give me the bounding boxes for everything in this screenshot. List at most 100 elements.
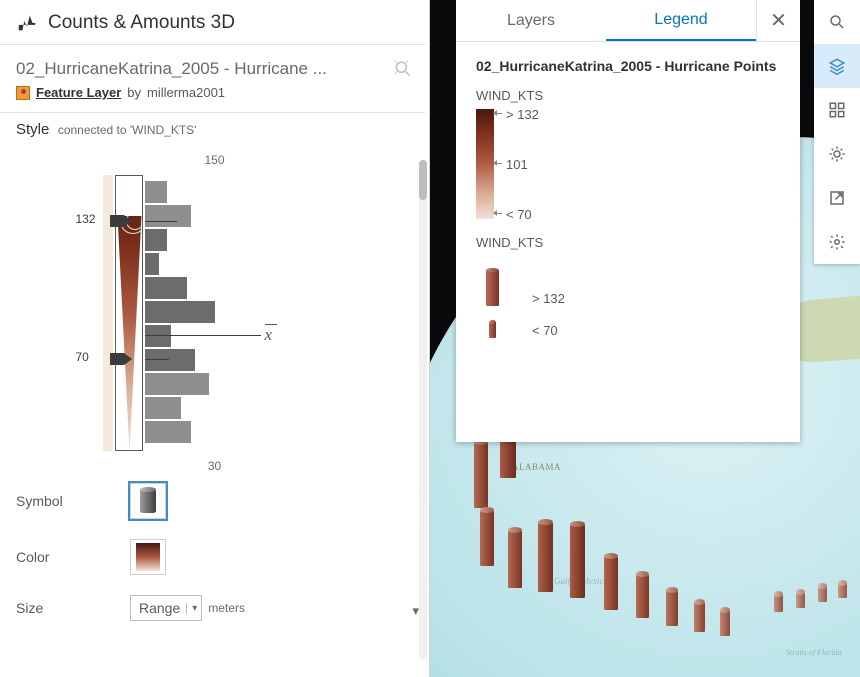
- ramp-tick-bot: [496, 213, 502, 214]
- upper-handle[interactable]: 132: [110, 215, 124, 227]
- size-row-large: > 132: [476, 262, 780, 306]
- histogram-bar: [145, 373, 209, 395]
- layer-meta: Feature Layer by millerma2001: [0, 83, 429, 112]
- histogram-bar: [145, 229, 167, 251]
- histogram-body: 132 70 x: [115, 175, 325, 451]
- expand-icon[interactable]: ▾: [412, 603, 419, 619]
- size-select-wrap: Range ▾ meters: [130, 595, 245, 621]
- size-row-small: < 70: [476, 310, 780, 338]
- histogram-bars: [145, 175, 315, 451]
- feature-layer-icon: [16, 86, 30, 100]
- symbol-picker[interactable]: [130, 483, 166, 519]
- lower-handle[interactable]: 70: [110, 353, 124, 365]
- lower-handle-line: [145, 359, 169, 360]
- style-section: Style connected to 'WIND_KTS' 150 30 132: [0, 113, 429, 473]
- map-cylinder[interactable]: [480, 510, 494, 566]
- map-area[interactable]: Alabama Gulf of Mexico Straits of Florid…: [430, 0, 860, 677]
- tab-layers[interactable]: Layers: [456, 0, 606, 41]
- size-select[interactable]: Range ▾: [130, 595, 202, 621]
- map-cylinder[interactable]: [474, 442, 488, 508]
- histogram-bar: [145, 421, 191, 443]
- right-toolbar: [814, 0, 860, 264]
- map-cylinder[interactable]: [570, 524, 585, 598]
- map-cylinder[interactable]: [538, 522, 553, 592]
- histo-min-label: 30: [208, 459, 221, 473]
- histogram-bar: [145, 181, 167, 203]
- size-label-large: > 132: [532, 291, 565, 306]
- share-button[interactable]: [814, 176, 860, 220]
- close-button[interactable]: ✕: [756, 0, 800, 41]
- color-label: Color: [16, 549, 106, 565]
- upper-handle-line: [145, 221, 177, 222]
- upper-handle-value: 132: [76, 212, 96, 226]
- style-panel: Counts & Amounts 3D 02_HurricaneKatrina_…: [0, 0, 430, 677]
- color-picker[interactable]: [130, 539, 166, 575]
- legend-layer-title: 02_HurricaneKatrina_2005 - Hurricane Poi…: [476, 58, 780, 74]
- size-legend: > 132 < 70: [476, 256, 780, 338]
- color-ramp-swatch: [136, 543, 160, 571]
- histogram-area: 150 30 132 70: [85, 153, 345, 473]
- color-ramp-legend: > 132 101 < 70: [476, 109, 586, 219]
- map-cylinder[interactable]: [508, 530, 522, 588]
- lower-handle-value: 70: [76, 350, 89, 364]
- map-cylinder[interactable]: [838, 583, 847, 598]
- layers-button[interactable]: [814, 44, 860, 88]
- mean-line: [145, 335, 261, 336]
- map-cylinder[interactable]: [604, 556, 618, 610]
- size-row: Size Range ▾ meters ▾: [0, 585, 429, 631]
- size-cyl-large: [486, 270, 499, 306]
- map-cylinder[interactable]: [774, 594, 783, 612]
- size-value: Range: [139, 600, 180, 616]
- histogram-bar: [145, 301, 215, 323]
- style-connected-text: connected to 'WIND_KTS': [58, 123, 197, 137]
- histogram-bar: [145, 397, 181, 419]
- by-word: by: [127, 85, 141, 100]
- map-cylinder[interactable]: [694, 602, 705, 632]
- size-label: Size: [16, 600, 106, 616]
- map-cylinder[interactable]: [666, 590, 678, 626]
- ramp-bar: [476, 109, 494, 219]
- histo-max-label: 150: [204, 153, 224, 167]
- ramp-label-top: > 132: [506, 107, 539, 122]
- symbol-row: Symbol: [0, 473, 429, 529]
- chevron-down-icon: ▾: [186, 603, 197, 614]
- feature-layer-link[interactable]: Feature Layer: [36, 85, 121, 100]
- zoom-to-icon[interactable]: [393, 59, 413, 79]
- label-straits: Straits of Florida: [786, 648, 842, 657]
- legend-color-field: WIND_KTS: [476, 88, 780, 103]
- histogram-bar: [145, 325, 171, 347]
- histogram-bar: [145, 205, 191, 227]
- label-alabama: Alabama: [512, 462, 561, 472]
- color-row: Color: [0, 529, 429, 585]
- map-cylinder[interactable]: [636, 574, 649, 618]
- ramp-tick-mid: [496, 163, 502, 164]
- size-cyl-small: [489, 322, 496, 338]
- counts-amounts-icon: [16, 12, 38, 34]
- basemap-button[interactable]: [814, 88, 860, 132]
- histogram-bar: [145, 277, 187, 299]
- daylight-button[interactable]: [814, 132, 860, 176]
- layer-name: 02_HurricaneKatrina_2005 - Hurricane ...: [16, 59, 385, 79]
- map-cylinder[interactable]: [818, 586, 827, 602]
- map-cylinder[interactable]: [720, 610, 730, 636]
- size-unit: meters: [208, 601, 245, 615]
- tab-legend[interactable]: Legend: [606, 0, 756, 41]
- cylinder-icon: [140, 489, 156, 513]
- ramp-tick-top: [496, 113, 502, 114]
- search-button[interactable]: [814, 0, 860, 44]
- layer-owner: millerma2001: [147, 85, 225, 100]
- layer-title-row: 02_HurricaneKatrina_2005 - Hurricane ...: [0, 45, 429, 83]
- mean-symbol: x: [265, 325, 273, 345]
- histogram-bar: [145, 253, 159, 275]
- legend-size-field: WIND_KTS: [476, 235, 780, 250]
- histogram-bar: [145, 349, 195, 371]
- panel-title: Counts & Amounts 3D: [48, 12, 235, 34]
- ramp-label-mid: 101: [506, 157, 528, 172]
- panel-header: Counts & Amounts 3D: [0, 0, 429, 44]
- legend-panel: Layers Legend ✕ 02_HurricaneKatrina_2005…: [456, 0, 800, 442]
- size-label-small: < 70: [532, 323, 558, 338]
- map-cylinder[interactable]: [796, 592, 805, 608]
- settings-button[interactable]: [814, 220, 860, 264]
- style-label: Style: [16, 121, 49, 138]
- symbol-label: Symbol: [16, 493, 106, 509]
